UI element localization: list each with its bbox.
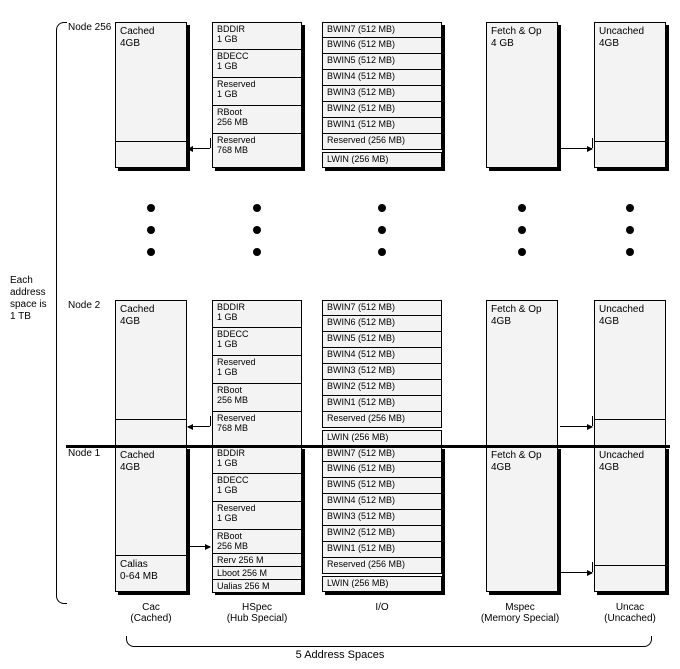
io-n1: BWIN7 (512 MB) BWIN6 (512 MB) BWIN5 (512…: [322, 446, 442, 592]
caption-uncac: Uncac(Uncached): [594, 602, 666, 624]
left-brace: [56, 22, 67, 604]
arrow-mspec-uncac-256: [560, 148, 592, 149]
arrow-mspec-uncac-2: [560, 426, 592, 427]
uncac-n2: Uncached 4GB: [594, 300, 666, 446]
uncac-n1: Uncached 4GB: [594, 446, 666, 592]
arrow-hspec-cac-2: [188, 426, 210, 427]
col-cac: Cached 4GB Cached 4GB Cached 4GB Calias …: [115, 22, 187, 592]
caption-io: I/O: [322, 602, 442, 613]
left-brace-label: Each address space is 1 TB: [10, 275, 55, 323]
io-n2: BWIN7 (512 MB) BWIN6 (512 MB) BWIN5 (512…: [322, 300, 442, 446]
node-label-2: Node 2: [68, 300, 100, 311]
mspec-n256: Fetch & Op 4 GB: [486, 22, 558, 168]
arrow-hspec-cac-256: [188, 148, 210, 149]
uncac-n256: Uncached 4GB: [594, 22, 666, 168]
hspec-n2: BDDIR 1 GB BDECC 1 GB Reserved 1 GB RBoo…: [212, 300, 302, 446]
caption-cac: Cac(Cached): [115, 602, 187, 624]
arrow-mspec-uncac-1: [560, 572, 592, 573]
node-label-256: Node 256: [68, 22, 111, 33]
hspec-dots: [212, 190, 302, 270]
cac-n2: Cached 4GB: [115, 300, 187, 446]
address-space-diagram: Each address space is 1 TB Node 256 Node…: [10, 10, 670, 659]
io-dots: [322, 190, 442, 270]
node-separator: [66, 445, 670, 448]
cac-dots: [115, 190, 187, 270]
mspec-dots: [486, 190, 558, 270]
col-uncac: Uncached 4GB Uncached 4GB Uncached 4GB: [594, 22, 666, 592]
node-label-1: Node 1: [68, 448, 100, 459]
mspec-n1: Fetch & Op 4GB: [486, 446, 558, 592]
col-mspec: Fetch & Op 4 GB Fetch & Op 4GB Fetch & O…: [486, 22, 558, 592]
bottom-brace-label: 5 Address Spaces: [10, 649, 670, 661]
col-hspec: BDDIR 1 GB BDECC 1 GB Reserved 1 GB RBoo…: [212, 22, 302, 592]
mspec-n2: Fetch & Op 4GB: [486, 300, 558, 446]
col-io: BWIN7 (512 MB) BWIN6 (512 MB) BWIN5 (512…: [322, 22, 442, 592]
io-n256: BWIN7 (512 MB) BWIN6 (512 MB) BWIN5 (512…: [322, 22, 442, 168]
hspec-n256: BDDIR 1 GB BDECC 1 GB Reserved 1 GB RBoo…: [212, 22, 302, 168]
hspec-n1: BDDIR 1 GB BDECC 1 GB Reserved 1 GB RBoo…: [212, 446, 302, 592]
arrow-hspec-cac-1: [188, 546, 210, 547]
cac-n1: Cached 4GB Calias 0-64 MB: [115, 446, 187, 592]
uncac-dots: [594, 190, 666, 270]
caption-mspec: Mspec(Memory Special): [470, 602, 570, 624]
caption-hspec: HSpec(Hub Special): [212, 602, 302, 624]
bottom-brace: [126, 636, 652, 647]
cac-n256: Cached 4GB: [115, 22, 187, 168]
